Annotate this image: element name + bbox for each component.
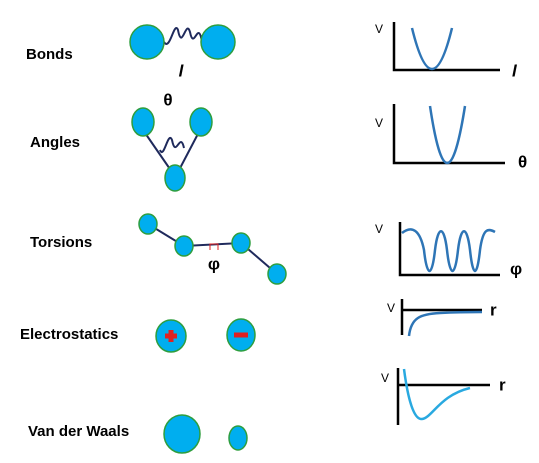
axes: [394, 104, 505, 163]
x-axis-label: θ: [518, 152, 527, 171]
atom: [190, 108, 212, 136]
symbol: θ: [163, 90, 172, 109]
x-axis-label: l: [512, 61, 518, 80]
atom: [175, 236, 193, 256]
term-label: Torsions: [30, 234, 92, 251]
axes: [398, 368, 490, 425]
y-axis-label: V: [381, 371, 389, 385]
symbol: φ: [208, 254, 220, 273]
term-label: Bonds: [26, 46, 73, 63]
term-label: Electrostatics: [20, 326, 118, 343]
y-axis-label: V: [375, 116, 383, 130]
atom: [232, 233, 250, 253]
x-axis-label: r: [490, 300, 497, 319]
y-axis-label: V: [375, 222, 383, 236]
force-field-diagram: Bonds l V l Angles θ V θ Torsions φ V φ …: [0, 0, 539, 463]
atom: [132, 108, 154, 136]
potential-curve: [409, 312, 482, 336]
symbol: l: [179, 61, 185, 80]
atom: [201, 25, 235, 59]
potential-curve: [430, 106, 465, 163]
x-axis-label: φ: [510, 259, 522, 278]
y-axis-label: V: [387, 301, 395, 315]
term-label: Angles: [30, 134, 80, 151]
x-axis-label: r: [499, 375, 506, 394]
bond-spring: [164, 28, 202, 44]
y-axis-label: V: [375, 22, 383, 36]
atom: [130, 25, 164, 59]
term-label: Van der Waals: [28, 423, 129, 440]
atom: [139, 214, 157, 234]
potential-curve: [402, 229, 495, 271]
potential-curve: [412, 28, 452, 69]
atom: [165, 165, 185, 191]
atom: [268, 264, 286, 284]
potential-curve: [404, 369, 470, 419]
atom: [229, 426, 247, 450]
atom: [164, 415, 200, 453]
axes: [402, 299, 482, 335]
